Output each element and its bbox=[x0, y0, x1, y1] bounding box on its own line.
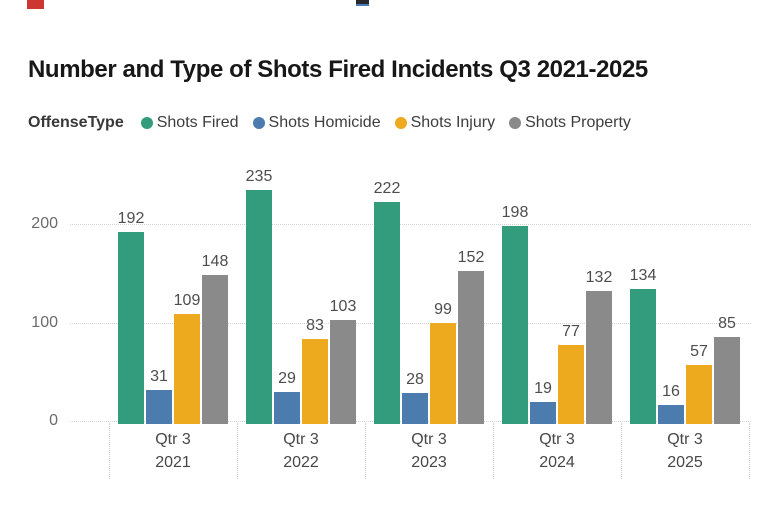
bar-shots-homicide-2025[interactable] bbox=[658, 405, 684, 424]
gridline-y-100 bbox=[70, 322, 751, 324]
legend-label: Shots Fired bbox=[156, 114, 239, 131]
bar-shots-injury-2022[interactable] bbox=[302, 339, 328, 424]
category-separator bbox=[621, 423, 622, 479]
bar-shots-injury-2021[interactable] bbox=[174, 314, 200, 424]
bar-shots-property-2024[interactable] bbox=[586, 291, 612, 424]
bar-shots-homicide-2022[interactable] bbox=[274, 392, 300, 424]
bar-shots-fired-2025[interactable] bbox=[630, 289, 656, 424]
category-quarter: Qtr 3 bbox=[411, 431, 447, 448]
cropped-red-fragment bbox=[27, 0, 44, 9]
data-label-shots-fired-2023: 222 bbox=[373, 180, 401, 197]
category-quarter: Qtr 3 bbox=[539, 431, 575, 448]
bar-shots-homicide-2021[interactable] bbox=[146, 390, 172, 424]
category-quarter: Qtr 3 bbox=[155, 431, 191, 448]
x-axis-category-label: Qtr 3 2024 bbox=[493, 428, 621, 474]
data-label-shots-property-2025: 85 bbox=[718, 315, 736, 332]
data-label-shots-property-2021: 148 bbox=[201, 253, 229, 270]
bar-shots-property-2025[interactable] bbox=[714, 337, 740, 424]
category-year: 2025 bbox=[667, 454, 703, 471]
legend-label: Shots Injury bbox=[410, 114, 496, 131]
chart-title: Number and Type of Shots Fired Incidents… bbox=[28, 56, 648, 83]
legend-items: Shots Fired Shots Homicide Shots Injury Sho… bbox=[140, 114, 645, 132]
x-axis-category-label: Qtr 3 2025 bbox=[621, 428, 749, 474]
data-label-shots-fired-2025: 134 bbox=[629, 267, 657, 284]
bar-shots-injury-2023[interactable] bbox=[430, 323, 456, 424]
bar-shots-homicide-2023[interactable] bbox=[402, 393, 428, 424]
data-label-shots-fired-2021: 192 bbox=[117, 210, 145, 227]
bar-shots-fired-2024[interactable] bbox=[502, 226, 528, 424]
bar-shots-fired-2021[interactable] bbox=[118, 232, 144, 424]
data-label-shots-injury-2023: 99 bbox=[434, 301, 452, 318]
legend-swatch-shots-homicide bbox=[252, 117, 265, 129]
legend-swatch-shots-injury bbox=[394, 117, 407, 129]
data-label-shots-homicide-2023: 28 bbox=[406, 371, 424, 388]
data-label-shots-homicide-2021: 31 bbox=[150, 368, 168, 385]
bar-shots-fired-2023[interactable] bbox=[374, 202, 400, 424]
legend-label: Shots Property bbox=[525, 114, 631, 131]
y-axis-tick-label: 0 bbox=[49, 412, 58, 429]
bar-chart-plot-area: 0 100 200 192 31 109 148 Qtr 3 2021 235 29 83 103 Qtr… bbox=[0, 150, 767, 495]
legend-item-shots-property[interactable]: Shots Property bbox=[509, 114, 631, 132]
y-axis-tick-label: 100 bbox=[31, 313, 58, 331]
bar-shots-property-2021[interactable] bbox=[202, 275, 228, 424]
gridline-y-200 bbox=[70, 224, 751, 225]
category-separator bbox=[109, 423, 110, 479]
category-year: 2022 bbox=[283, 454, 319, 471]
category-year: 2023 bbox=[411, 454, 447, 471]
bar-shots-fired-2022[interactable] bbox=[246, 190, 272, 424]
legend-swatch-shots-property bbox=[509, 117, 522, 129]
data-label-shots-injury-2021: 109 bbox=[173, 292, 201, 309]
data-label-shots-fired-2024: 198 bbox=[501, 204, 529, 221]
bar-shots-homicide-2024[interactable] bbox=[530, 402, 556, 424]
cropped-text-fragment bbox=[356, 0, 369, 6]
category-year: 2024 bbox=[539, 454, 575, 471]
x-axis-category-label: Qtr 3 2022 bbox=[237, 428, 365, 474]
x-axis-category-label: Qtr 3 2023 bbox=[365, 428, 493, 474]
legend-item-shots-fired[interactable]: Shots Fired bbox=[140, 114, 239, 132]
legend-item-shots-homicide[interactable]: Shots Homicide bbox=[252, 114, 381, 132]
bar-shots-injury-2024[interactable] bbox=[558, 345, 584, 424]
legend: OffenseType Shots Fired Shots Homicide Sho… bbox=[28, 111, 645, 135]
data-label-shots-injury-2022: 83 bbox=[306, 317, 324, 334]
category-separator bbox=[493, 423, 494, 479]
category-quarter: Qtr 3 bbox=[667, 431, 703, 448]
bar-shots-property-2022[interactable] bbox=[330, 320, 356, 424]
legend-label: Shots Homicide bbox=[268, 114, 381, 131]
data-label-shots-property-2023: 152 bbox=[457, 249, 485, 266]
category-quarter: Qtr 3 bbox=[283, 431, 319, 448]
data-label-shots-homicide-2024: 19 bbox=[534, 380, 552, 397]
data-label-shots-fired-2022: 235 bbox=[245, 168, 273, 185]
category-separator bbox=[237, 423, 238, 479]
legend-title: OffenseType bbox=[28, 114, 124, 131]
data-label-shots-property-2024: 132 bbox=[585, 269, 613, 286]
data-label-shots-property-2022: 103 bbox=[329, 298, 357, 315]
data-label-shots-injury-2024: 77 bbox=[562, 323, 580, 340]
x-axis-category-label: Qtr 3 2021 bbox=[109, 428, 237, 474]
bar-shots-property-2023[interactable] bbox=[458, 271, 484, 424]
bar-shots-injury-2025[interactable] bbox=[686, 365, 712, 424]
category-separator bbox=[365, 423, 366, 479]
data-label-shots-injury-2025: 57 bbox=[690, 343, 708, 360]
category-year: 2021 bbox=[155, 454, 191, 471]
data-label-shots-homicide-2025: 16 bbox=[662, 383, 680, 400]
category-separator bbox=[749, 423, 750, 479]
y-axis-tick-label: 200 bbox=[31, 215, 58, 232]
legend-swatch-shots-fired bbox=[140, 117, 153, 129]
data-label-shots-homicide-2022: 29 bbox=[278, 370, 296, 387]
legend-item-shots-injury[interactable]: Shots Injury bbox=[394, 114, 496, 132]
